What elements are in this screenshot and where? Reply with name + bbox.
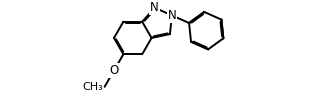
Text: CH₃: CH₃ (82, 82, 103, 92)
Text: N: N (168, 9, 176, 22)
Text: N: N (150, 1, 159, 14)
Text: O: O (109, 64, 119, 77)
